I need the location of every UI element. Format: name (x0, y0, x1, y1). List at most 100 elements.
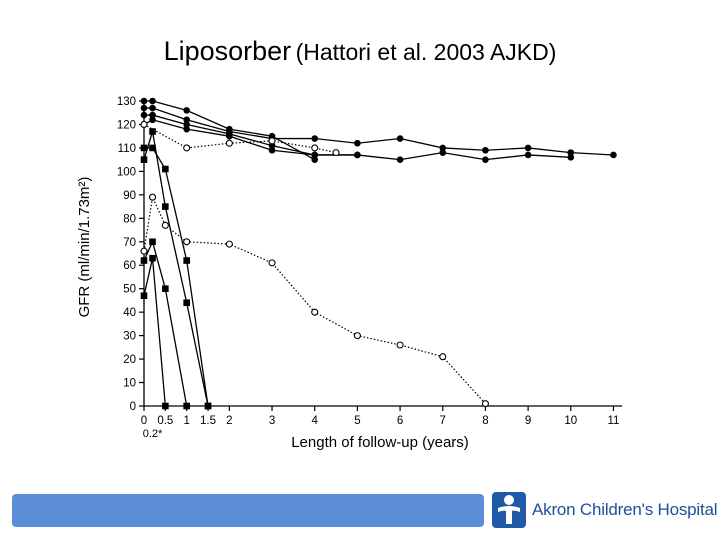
x-tick-label: 1 (183, 415, 189, 427)
data-point (149, 111, 156, 119)
x-tick-label: 9 (525, 415, 531, 427)
y-tick-label: 110 (118, 143, 136, 155)
title-main: Liposorber (163, 36, 292, 66)
series-line-7 (143, 195, 486, 405)
series-line-11 (143, 258, 166, 407)
data-point (268, 259, 276, 267)
data-point (439, 144, 447, 152)
data-point (482, 156, 489, 163)
y-tick-label: 0 (130, 401, 136, 413)
hospital-logo: Akron Children's Hospital (492, 492, 718, 528)
data-point (225, 139, 233, 147)
data-point (396, 341, 404, 349)
data-point (162, 402, 169, 410)
series-line-5 (570, 151, 614, 156)
chart-series (140, 97, 617, 410)
data-point (396, 156, 404, 163)
data-point (183, 107, 190, 114)
x-tick-label: 6 (397, 415, 403, 427)
y-tick-label: 40 (123, 307, 136, 319)
hospital-logo-icon (492, 492, 526, 528)
x-tick-label: 8 (482, 415, 488, 427)
y-tick-label: 70 (123, 237, 136, 249)
data-point (354, 151, 361, 159)
data-point (140, 156, 148, 163)
data-point (162, 285, 169, 292)
data-point (567, 154, 575, 161)
data-point (610, 151, 617, 159)
slide-title: Liposorber (Hattori et al. 2003 AJKD) (0, 36, 720, 67)
x-tick-label: 11 (607, 415, 619, 427)
data-point (225, 240, 233, 248)
data-point (183, 121, 190, 128)
data-point (149, 254, 156, 262)
data-point (149, 104, 156, 112)
data-point (524, 144, 532, 152)
data-point (183, 238, 191, 246)
data-point (140, 247, 148, 255)
series-line-4 (143, 119, 358, 156)
data-point (204, 402, 212, 410)
data-point (140, 97, 148, 105)
data-point (162, 165, 169, 173)
data-point (567, 149, 575, 156)
gfr-chart: 0 10 20 30 40 50 60 70 80 90 100 110 120 130 0 0.5 1 1.5 2… (76, 96, 622, 451)
data-point (140, 144, 148, 152)
data-point (311, 308, 319, 316)
x-tick-label: 2 (226, 415, 232, 427)
y-tick-label: 10 (123, 378, 136, 390)
data-point (183, 116, 190, 124)
data-point (332, 149, 340, 157)
footer-bar (12, 494, 484, 527)
y-tick-label: 30 (123, 331, 136, 343)
data-point (149, 116, 156, 124)
data-point (149, 238, 156, 246)
data-point (140, 111, 148, 119)
data-point (396, 135, 404, 142)
data-point (149, 97, 156, 105)
y-tick-label: 90 (123, 190, 136, 202)
series-line-6 (143, 123, 337, 154)
data-point (354, 139, 361, 147)
data-point (148, 193, 157, 201)
data-point (183, 257, 190, 264)
data-point (311, 144, 319, 152)
title-citation: (Hattori et al. 2003 AJKD) (295, 39, 557, 65)
data-point (183, 144, 191, 152)
series-line-10 (143, 239, 188, 407)
x-tick-label-extra: 0.2* (143, 428, 163, 440)
data-point (140, 120, 148, 129)
x-tick-label: 1.5 (200, 415, 216, 427)
data-point (524, 151, 532, 159)
x-tick-label: 10 (564, 415, 577, 427)
hospital-logo-text: Akron Children's Hospital (532, 500, 718, 519)
y-axis-label: GFR (ml/min/1.73m²) (76, 177, 93, 318)
data-point (183, 299, 190, 307)
y-tick-label: 80 (123, 213, 136, 225)
y-tick-label: 20 (123, 354, 136, 366)
data-point (439, 353, 447, 361)
x-tick-label: 0 (141, 415, 147, 427)
data-point (183, 402, 190, 410)
chart-axes: 0 10 20 30 40 50 60 70 80 90 100 110 120 130 0 0.5 1 1.5 2… (117, 96, 622, 440)
data-point (183, 125, 190, 133)
data-point (140, 292, 148, 300)
x-tick-label: 4 (312, 415, 319, 427)
x-tick-label: 5 (354, 415, 360, 427)
data-point (140, 104, 148, 112)
x-tick-label: 7 (440, 415, 446, 427)
data-point (162, 203, 169, 210)
data-point (439, 149, 447, 156)
x-tick-label: 0.5 (157, 415, 173, 427)
data-point (353, 332, 361, 340)
data-point (140, 257, 148, 264)
x-axis-label: Length of follow-up (years) (291, 434, 469, 451)
y-tick-label: 60 (123, 260, 136, 272)
data-point (311, 156, 319, 163)
data-point (481, 400, 489, 408)
data-point (482, 146, 489, 154)
data-point (161, 221, 169, 229)
data-point (226, 132, 233, 140)
y-tick-label: 50 (123, 284, 136, 296)
data-point (268, 146, 276, 154)
